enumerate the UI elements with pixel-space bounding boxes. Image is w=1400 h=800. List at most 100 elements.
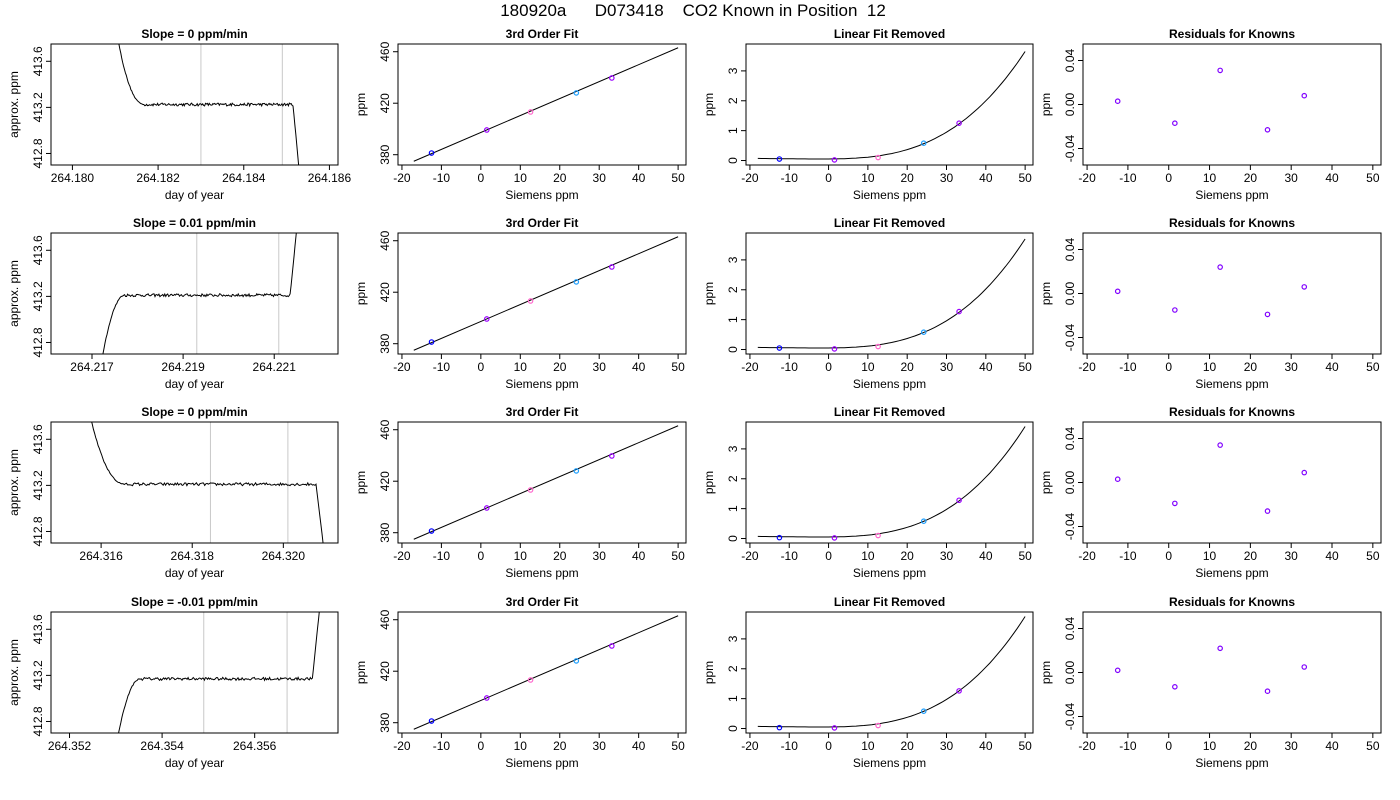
data-point [831,725,838,731]
plot-title: Slope = 0.01 ppm/min [133,216,256,230]
y-tick-label: 3 [726,445,740,452]
fit-line [413,47,679,162]
x-axis-label: day of year [165,377,224,391]
x-tick-label: 50 [671,739,685,753]
x-tick-label: 40 [979,360,993,374]
x-tick-label: 40 [1325,549,1339,563]
x-tick-label: 10 [861,171,875,185]
x-tick-label: -20 [741,360,759,374]
data-point [428,528,435,534]
x-tick-label: -10 [1119,360,1137,374]
x-tick-label: -20 [1078,549,1096,563]
y-tick-label: 3 [726,635,740,642]
data-point [483,316,490,322]
y-axis-label: ppm [354,282,368,305]
plot-frame [745,232,1034,355]
x-tick-label: 30 [940,171,954,185]
y-tick-label: 0 [726,535,740,542]
plot-frame [50,232,339,355]
panel-1-0: Slope = 0.01 ppm/min 264.217 264.219 264.22… [7,216,339,391]
plot-area [757,51,1026,163]
y-tick-label: 0.00 [1063,470,1077,494]
y-tick-label: 413.6 [31,46,45,76]
plot-area [757,616,1026,731]
x-axis-label: Siemens ppm [1195,188,1268,202]
fit-curve [757,616,1026,728]
plot-title: Linear Fit Removed [834,216,945,230]
plot-title: Slope = 0 ppm/min [141,27,247,41]
page-title: 180920a D073418 CO2 Known in Position 12 [500,1,886,20]
x-tick-label: 30 [940,360,954,374]
y-tick-label: 0.04 [1063,616,1077,640]
data-point [776,156,783,162]
plot-area [91,422,324,543]
data-point [1172,120,1178,127]
plot-area [413,236,679,351]
data-point [1217,645,1223,652]
data-point [831,346,838,352]
x-tick-label: 10 [1203,360,1217,374]
y-tick-label: 460 [378,41,392,61]
data-point [573,279,580,285]
x-tick-label: 50 [1018,739,1032,753]
data-point [609,75,615,81]
y-tick-label: 0.04 [1063,48,1077,72]
x-tick-label: 264.217 [70,360,114,374]
plot-area [413,47,679,162]
x-tick-label: 264.318 [171,549,215,563]
x-tick-label: 10 [514,360,528,374]
panel-0-2: Linear Fit Removed -20 -10 0 10 20 30 40 50 0 1 2 3 S… [702,27,1034,202]
data-point [1301,284,1308,290]
data-point [1264,688,1271,695]
x-tick-label: 30 [593,171,607,185]
y-axis-label: ppm [702,471,716,494]
x-tick-label: 264.186 [308,171,352,185]
y-tick-label: -0.04 [1063,324,1077,352]
x-tick-label: -10 [1119,739,1137,753]
y-tick-label: 380 [378,522,392,542]
panel-1-3: Residuals for Knowns -20 -10 0 10 20 30 40 50 -0.… [1039,216,1382,391]
x-tick-label: 20 [1244,549,1258,563]
x-tick-label: 40 [632,360,646,374]
fit-curve [757,238,1026,349]
y-tick-label: 412.8 [31,516,45,546]
y-tick-label: 420 [378,471,392,491]
panel-0-0: Slope = 0 ppm/min 264.180 264.182 264.184 26… [7,27,352,202]
data-point [875,532,881,539]
data-point [776,534,783,541]
y-axis-label: ppm [1039,661,1053,684]
x-tick-label: 50 [1018,171,1032,185]
y-axis-label: ppm [1039,93,1053,116]
panel-3-1: 3rd Order Fit -20 -10 0 10 20 30 40 50 380 420 460 S… [354,595,687,770]
x-tick-label: 10 [1203,739,1217,753]
y-tick-label: 413.6 [31,614,45,644]
x-tick-label: 30 [1285,549,1299,563]
y-tick-label: 380 [378,144,392,164]
data-point [831,535,838,541]
x-tick-label: 0 [478,739,485,753]
x-tick-label: -20 [741,739,759,753]
x-tick-label: 10 [1203,549,1217,563]
y-tick-label: 2 [726,97,740,104]
x-tick-label: 264.356 [233,739,277,753]
x-tick-label: 20 [1244,171,1258,185]
data-point [1217,442,1223,448]
y-tick-label: 413.2 [31,281,45,311]
y-tick-label: 0.04 [1063,426,1077,450]
ppm-trace [102,233,297,354]
y-axis-label: approx. ppm [7,639,21,706]
y-tick-label: 0 [726,346,740,353]
x-tick-label: 50 [1366,549,1380,563]
y-axis-label: ppm [354,93,368,116]
x-tick-label: 10 [1203,171,1217,185]
x-tick-label: -20 [741,549,759,563]
plot-frame [1082,232,1382,355]
y-tick-label: 2 [726,665,740,672]
data-point [573,658,580,664]
data-point [776,345,783,351]
plot-frame [397,232,687,355]
x-tick-label: 40 [632,549,646,563]
data-point [428,339,435,345]
x-tick-label: -20 [393,171,411,185]
panel-3-0: Slope = -0.01 ppm/min 264.352 264.354 264.3… [7,595,339,770]
